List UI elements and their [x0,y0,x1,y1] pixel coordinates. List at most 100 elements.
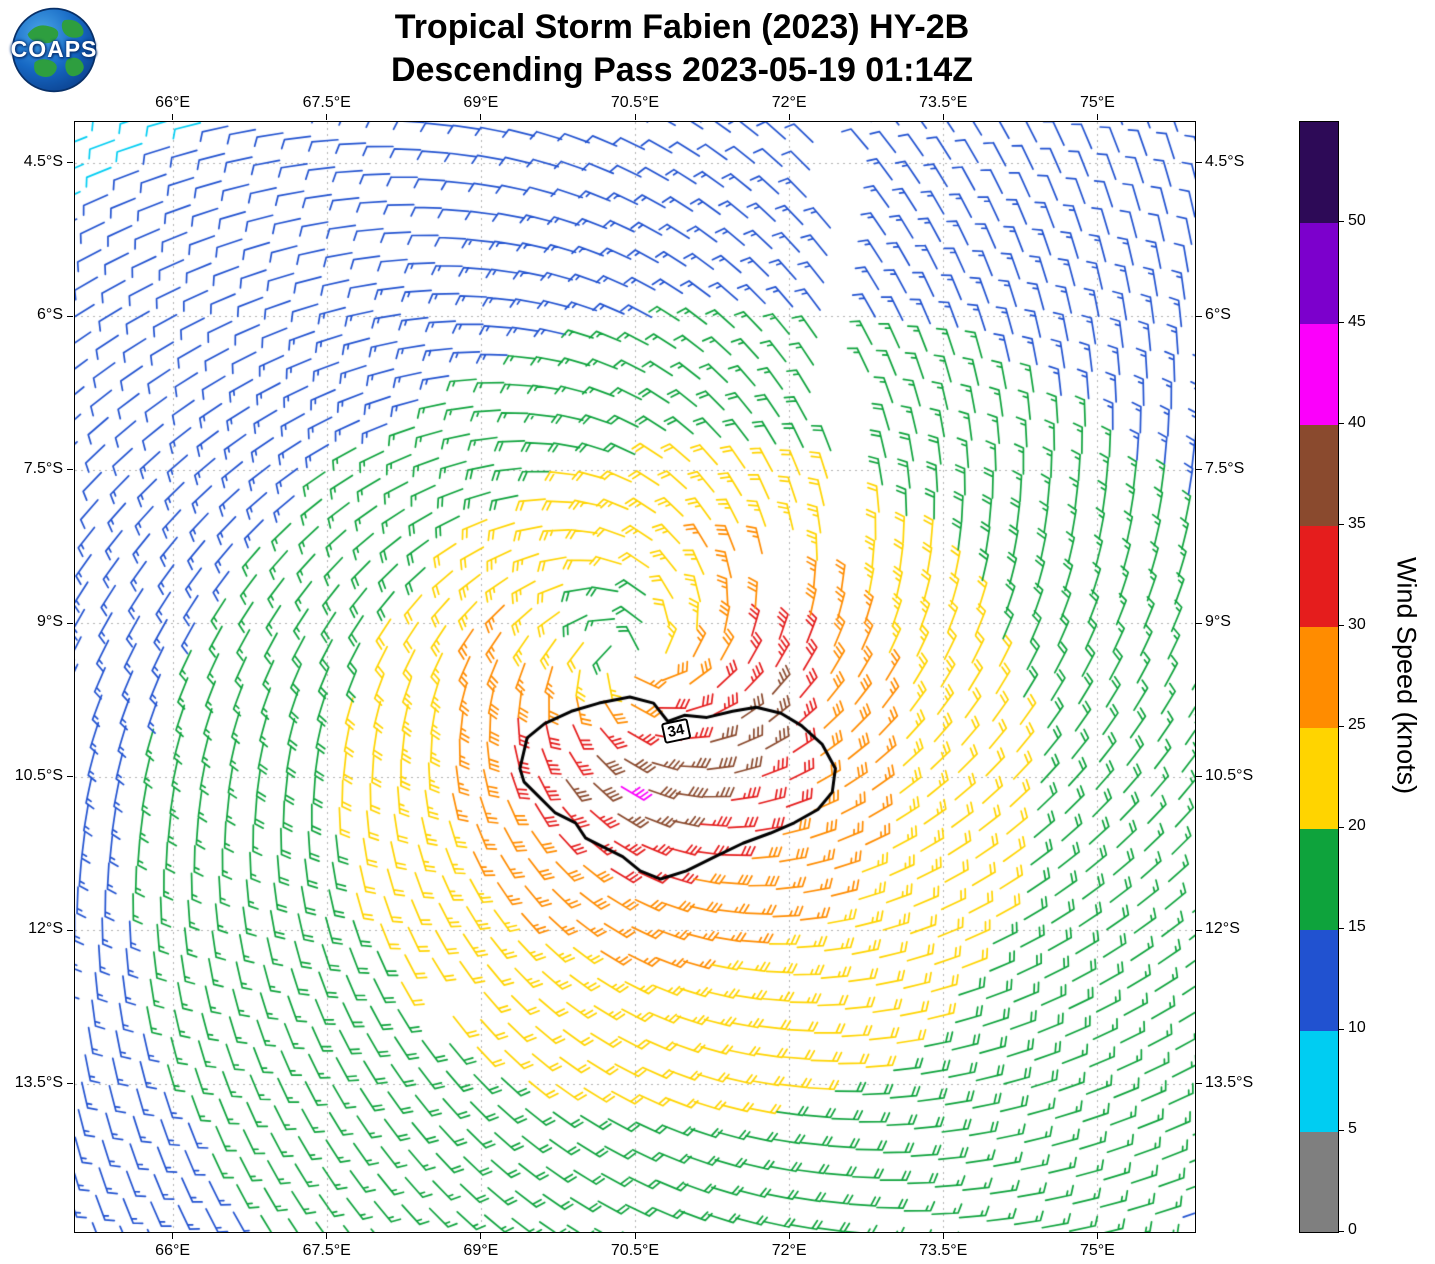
colorbar-tick-label: 40 [1348,413,1366,431]
colorbar-segment [1300,525,1338,628]
colorbar-tick-label: 20 [1348,817,1366,835]
x-tick [788,114,790,120]
y-tick [1196,469,1202,471]
y-tick-label: 10.5°S [14,766,63,784]
y-tick [67,315,73,317]
colorbar-tick [1338,927,1344,929]
colorbar-segment [1300,727,1338,829]
coaps-logo: COAPS [10,6,98,94]
x-tick-label: 69°E [463,1242,499,1259]
x-tick [1096,114,1098,120]
y-tick-label: 7.5°S [1205,459,1245,477]
colorbar-tick-label: 15 [1348,918,1366,936]
y-tick [67,469,73,471]
colorbar-tick [1338,1129,1344,1131]
x-tick [480,1233,482,1239]
chart-title: Tropical Storm Fabien (2023) HY-2B Desce… [74,6,1290,92]
x-tick [480,114,482,120]
colorbar-segment [1300,828,1338,930]
map-plot-area: 34 [74,121,1196,1233]
colorbar-segment [1300,929,1338,1031]
y-tick [1196,315,1202,317]
chart-title-line1: Tropical Storm Fabien (2023) HY-2B [394,8,970,46]
colorbar-tick [1338,826,1344,828]
colorbar-tick-label: 25 [1348,716,1366,734]
x-tick [942,114,944,120]
x-tick-label: 75°E [1079,94,1115,111]
y-tick [67,929,73,931]
colorbar-segment [1300,222,1338,325]
y-tick-label: 4.5°S [1205,152,1245,170]
colorbar-tick-label: 5 [1348,1120,1357,1138]
colorbar-tick [1338,423,1344,425]
colorbar-segment [1300,1030,1338,1132]
x-tick [788,1233,790,1239]
y-tick-label: 13.5°S [14,1073,63,1091]
y-tick-label: 9°S [1205,613,1231,631]
colorbar-segment [1300,1131,1338,1233]
y-tick-label: 6°S [37,306,63,324]
x-tick-label: 67.5°E [302,94,351,111]
wind-barb-canvas [75,122,1195,1232]
x-tick [172,114,174,120]
y-tick-label: 12°S [1205,920,1240,938]
colorbar-segment [1300,626,1338,728]
x-tick [1096,1233,1098,1239]
x-tick [634,114,636,120]
x-tick-label: 70.5°E [610,1242,660,1259]
y-tick-label: 7.5°S [23,459,63,477]
colorbar-tick [1338,322,1344,324]
y-tick-label: 12°S [28,920,63,938]
colorbar-segment [1300,122,1338,224]
x-tick-label: 66°E [155,94,191,111]
y-tick [67,776,73,778]
colorbar-tick [1338,1028,1344,1030]
y-tick [1196,929,1202,931]
colorbar-tick [1338,524,1344,526]
globe-icon [11,7,97,93]
y-tick-label: 9°S [37,613,63,631]
colorbar-tick-label: 50 [1348,211,1366,229]
colorbar-tick [1338,625,1344,627]
x-tick [634,1233,636,1239]
x-tick [326,114,328,120]
y-tick [67,1083,73,1085]
colorbar-segment [1300,424,1338,527]
x-tick-label: 73.5°E [919,94,968,111]
y-tick-label: 4.5°S [23,152,63,170]
x-tick-label: 66°E [155,1242,191,1259]
chart-title-line2: Descending Pass 2023-05-19 01:14Z [390,51,974,89]
x-tick-label: 69°E [463,94,499,111]
x-tick [326,1233,328,1239]
x-tick [172,1233,174,1239]
colorbar-segment [1300,323,1338,426]
y-tick [67,162,73,164]
coaps-logo-text: COAPS [10,36,98,62]
y-tick [1196,776,1202,778]
x-tick-label: 72°E [771,94,807,111]
y-tick [1196,622,1202,624]
x-tick-label: 73.5°E [919,1242,968,1259]
colorbar-tick-label: 10 [1348,1019,1366,1037]
colorbar-tick-label: 0 [1348,1221,1357,1238]
y-tick [1196,162,1202,164]
colorbar-tick-label: 45 [1348,312,1366,330]
colorbar-tick-label: 35 [1348,514,1366,532]
x-tick [942,1233,944,1239]
colorbar-tick [1338,221,1344,223]
colorbar-tick [1338,725,1344,727]
colorbar-tick [1338,1230,1344,1232]
y-tick-label: 10.5°S [1205,766,1254,784]
colorbar [1299,121,1339,1233]
x-tick-label: 72°E [771,1242,807,1259]
x-tick-label: 70.5°E [610,94,660,111]
x-tick-label: 75°E [1079,1242,1115,1259]
y-tick-label: 6°S [1205,306,1231,324]
y-tick [67,622,73,624]
y-tick [1196,1083,1202,1085]
colorbar-tick-label: 30 [1348,615,1366,633]
y-tick-label: 13.5°S [1205,1073,1254,1091]
x-tick-label: 67.5°E [302,1242,351,1259]
colorbar-axis-label: Wind Speed (knots) [1391,557,1422,795]
